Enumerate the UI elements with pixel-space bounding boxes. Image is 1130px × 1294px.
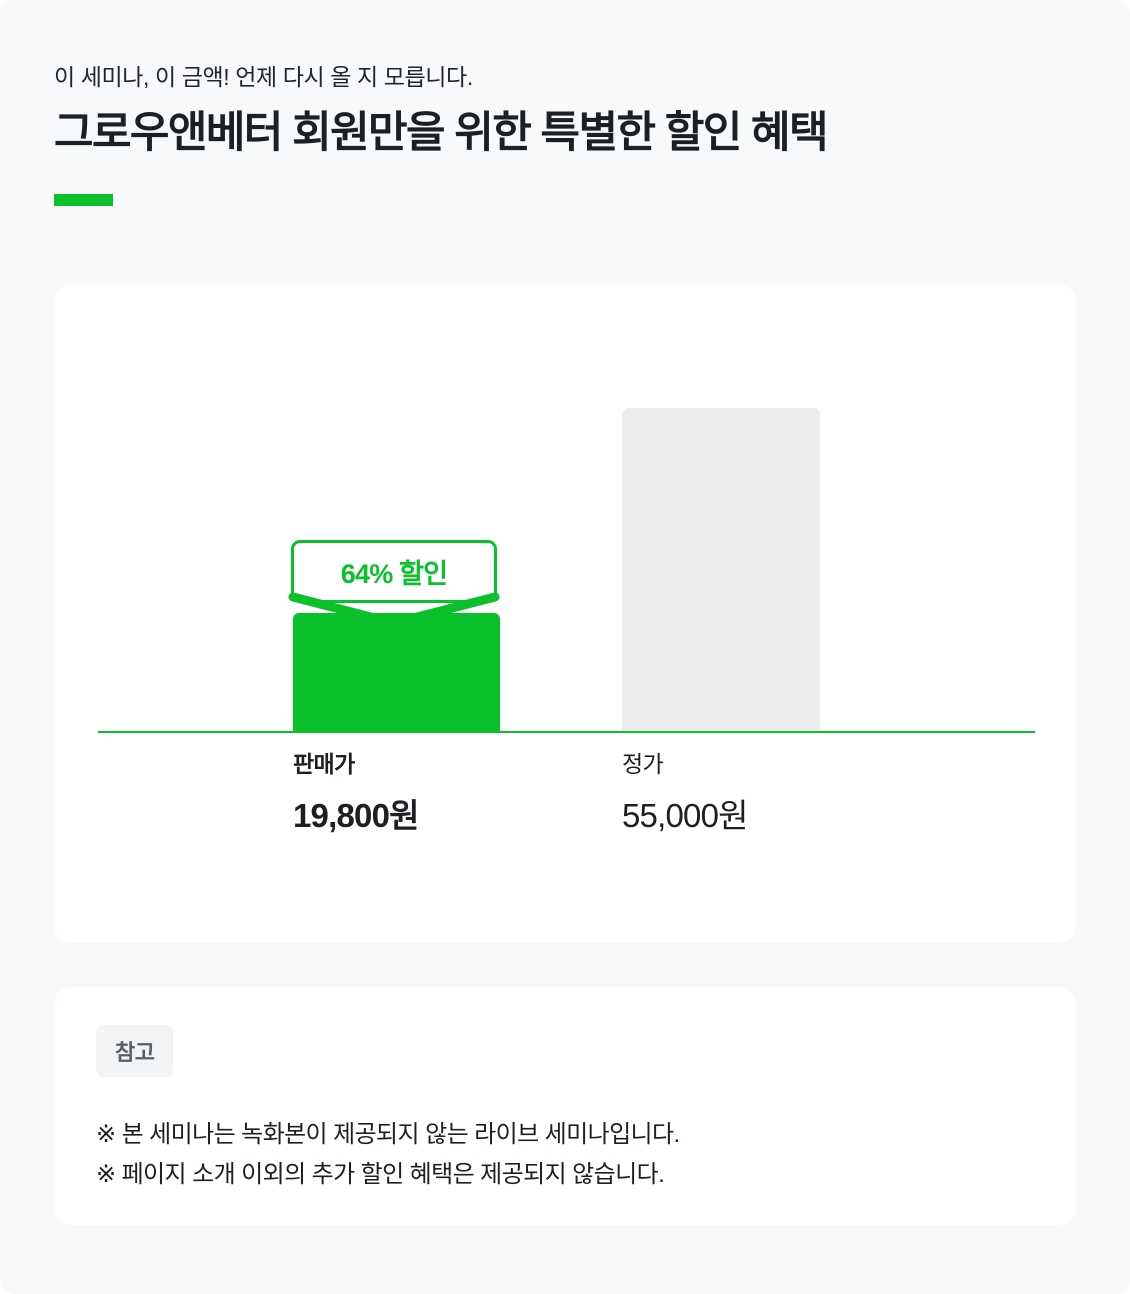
note-line: ※ 페이지 소개 이외의 추가 할인 혜택은 제공되지 않습니다.: [96, 1160, 665, 1188]
notes-chip: 참고: [96, 1025, 174, 1077]
bar-chart: 64% 할인 판매가 19,800원 정가 55,000원: [54, 285, 1076, 943]
bar-sale-price: [293, 613, 500, 731]
discount-badge: 64% 할인: [270, 540, 518, 628]
note-line: ※ 본 세미나는 녹화본이 제공되지 않는 라이브 세미나입니다.: [96, 1121, 680, 1148]
discount-badge-box: 64% 할인: [288, 540, 500, 628]
notes-card: 참고 ※ 본 세미나는 녹화본이 제공되지 않는 라이브 세미나입니다. ※ 페…: [54, 987, 1076, 1225]
chart-column-list: [605, 285, 945, 943]
value-label-list: 55,000원: [622, 796, 749, 834]
price-comparison-card: 64% 할인 판매가 19,800원 정가 55,000원: [54, 285, 1076, 943]
chart-column-sale: 64% 할인: [224, 285, 564, 943]
notes-list: ※ 본 세미나는 녹화본이 제공되지 않는 라이브 세미나입니다. ※ 페이지 …: [96, 1115, 1034, 1194]
discount-badge-label: 64% 할인: [340, 559, 448, 589]
bar-list-price: [622, 408, 820, 731]
title-accent-rule: [54, 193, 113, 206]
page-title: 그로우앤베터 회원만을 위한 특별한 할인 혜택: [54, 109, 829, 158]
axis-label-list: 정가: [622, 751, 664, 777]
axis-label-sale: 판매가: [293, 751, 355, 777]
chart-axis-labels: 판매가 19,800원 정가 55,000원: [54, 751, 1076, 871]
axis-group-sale: 판매가 19,800원: [293, 751, 420, 835]
chart-axis-line: [98, 731, 1035, 733]
axis-group-list: 정가 55,000원: [622, 751, 749, 835]
value-label-sale: 19,800원: [293, 796, 420, 834]
page-header: 이 세미나, 이 금액! 언제 다시 올 지 모릅니다. 그로우앤베터 회원만을…: [0, 0, 1130, 206]
page-subtitle: 이 세미나, 이 금액! 언제 다시 올 지 모릅니다.: [54, 64, 473, 90]
